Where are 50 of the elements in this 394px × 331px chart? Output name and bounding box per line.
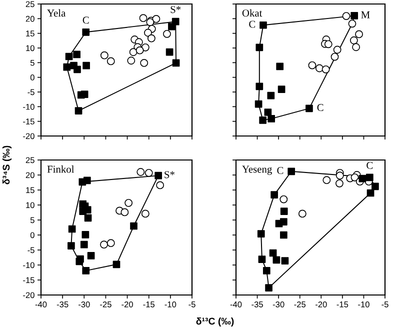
chart-title: Okat <box>242 9 262 17</box>
x-tick-label: -10 <box>164 301 176 308</box>
x-tick-label: -40 <box>230 301 242 308</box>
y-tick-label: 25 <box>26 157 34 164</box>
y-tick-label: -5 <box>28 89 34 96</box>
chart-title: Finkol <box>47 165 74 173</box>
y-tick-label: 10 <box>26 202 34 208</box>
y-tick-label: 20 <box>26 16 34 22</box>
x-axis-title: δ¹³C (‰) <box>196 317 234 327</box>
x-tick-label: -20 <box>315 301 327 308</box>
y-tick-label: 10 <box>26 45 34 52</box>
y-tick-label: -5 <box>28 247 34 254</box>
x-tick-label: -5 <box>188 302 196 308</box>
y-axis-title: δ³⁴S (‰) <box>2 146 12 184</box>
x-tick-label: -15 <box>143 302 155 308</box>
annotation: C <box>82 16 89 24</box>
y-tick-label: 15 <box>26 187 34 194</box>
annotation: C <box>317 104 324 112</box>
chart-title: Yeseng <box>242 166 272 175</box>
y-tick-label: -10 <box>23 262 34 268</box>
annotation: M <box>361 11 370 18</box>
annotation: S* <box>170 6 181 14</box>
x-tick-label: -15 <box>336 302 348 308</box>
x-tick-label: -20 <box>122 301 133 308</box>
x-tick-label: -40 <box>35 301 47 308</box>
y-tick-label: -15 <box>23 277 34 284</box>
annotation: C <box>366 162 373 169</box>
x-tick-label: -35 <box>56 301 68 308</box>
x-tick-label: -25 <box>294 301 306 308</box>
x-tick-label: -5 <box>382 302 388 308</box>
annotation: C <box>249 20 256 28</box>
annotation: S* <box>164 171 174 178</box>
x-tick-label: -30 <box>78 301 90 308</box>
y-tick-label: -10 <box>23 104 34 110</box>
y-tick-label: 15 <box>26 30 34 36</box>
y-tick-label: 5 <box>30 60 34 66</box>
x-tick-label: -10 <box>358 301 370 308</box>
y-tick-label: 0 <box>30 74 34 80</box>
x-tick-label: -35 <box>252 301 263 308</box>
x-tick-label: -30 <box>272 301 284 308</box>
y-tick-label: 25 <box>26 1 34 8</box>
x-tick-label: -25 <box>100 301 112 308</box>
y-tick-label: 5 <box>30 217 34 224</box>
y-tick-label: 0 <box>30 232 34 238</box>
annotation: C <box>277 167 284 174</box>
chart-title: Yela <box>47 9 66 17</box>
y-tick-label: 20 <box>26 172 34 178</box>
y-tick-label: -15 <box>23 118 34 124</box>
y-tick-label: -20 <box>23 133 34 140</box>
y-tick-label: -20 <box>23 292 34 298</box>
